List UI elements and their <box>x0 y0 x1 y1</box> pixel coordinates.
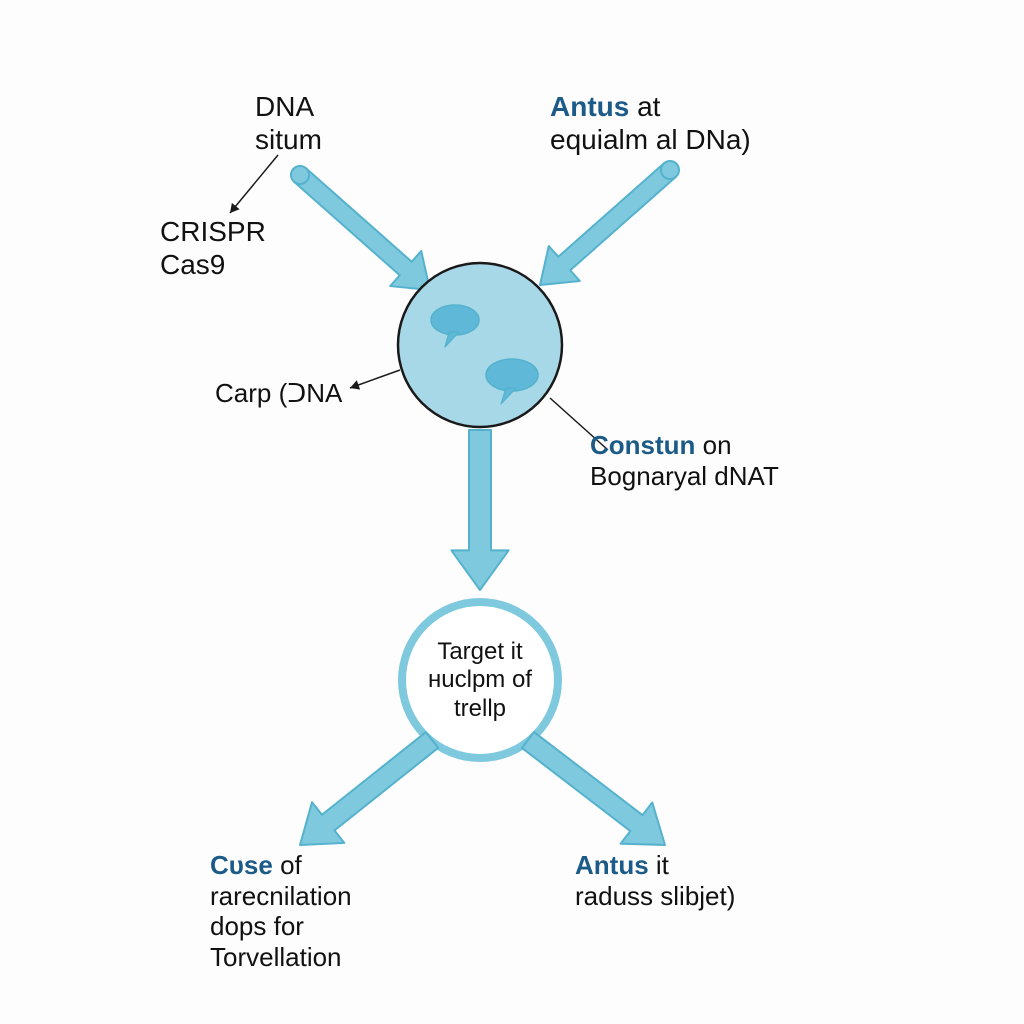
label-antus-bottom: Antus it raduss slibjet) <box>575 850 735 911</box>
label-target: Target it нuclpm of trellp <box>420 638 540 723</box>
arrow-in-right <box>540 161 679 285</box>
pointer-crispr <box>230 155 278 213</box>
arrow-down <box>451 430 508 590</box>
label-carp: Carp (ᑐNA <box>215 378 342 409</box>
label-constun: Constun on Bognaryal dNAT <box>590 430 779 491</box>
pointer-carp <box>350 370 400 390</box>
label-dna: DNA situm <box>255 90 322 156</box>
arrow-out-left <box>300 732 438 845</box>
label-antus-top: Antus at equialm al DNa) <box>550 90 751 156</box>
cell-node <box>398 263 562 427</box>
label-cuse: Cᴜse of rarecnilation dops for Torvellat… <box>210 850 352 973</box>
arrow-out-right <box>522 732 665 845</box>
arrow-in-left <box>291 166 430 290</box>
label-crispr: CRISPR Cas9 <box>160 215 266 281</box>
